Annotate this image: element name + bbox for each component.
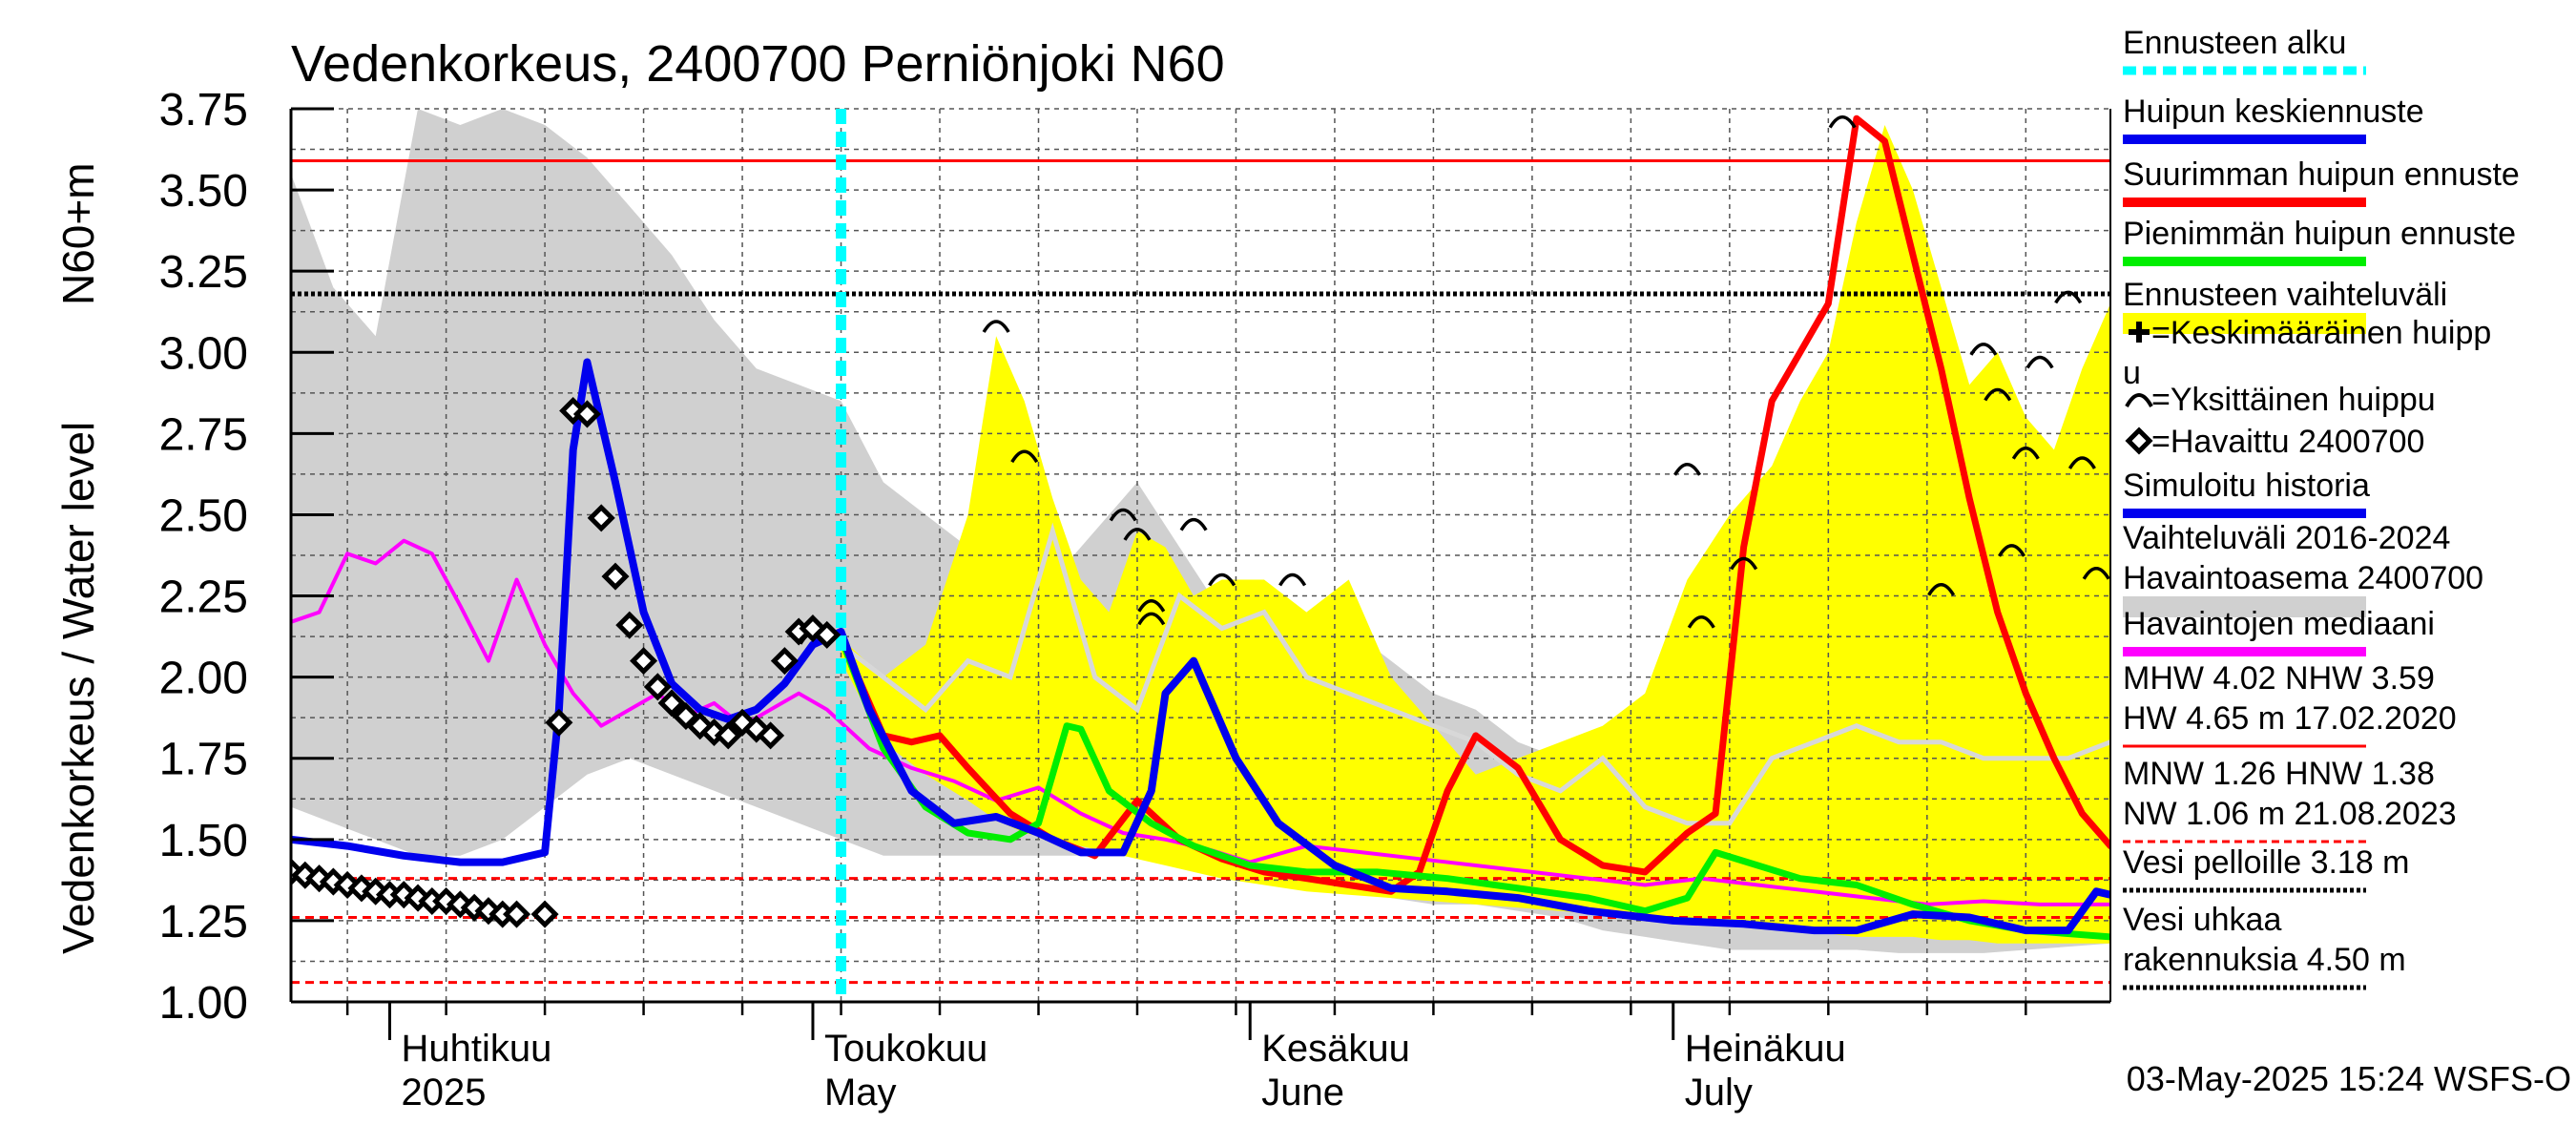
observed-point xyxy=(742,715,771,743)
peak-marker xyxy=(1010,449,1039,464)
peak-marker xyxy=(1984,387,2012,402)
observed-point xyxy=(643,673,672,701)
y-tick-label: 2.25 xyxy=(159,572,248,623)
month-label-en: June xyxy=(1261,1072,1344,1114)
peak-marker xyxy=(1927,583,1956,596)
peak-marker xyxy=(1179,517,1208,531)
observed-point xyxy=(770,647,799,676)
legend-label-2: NW 1.06 m 21.08.2023 xyxy=(2123,796,2457,832)
observed-point xyxy=(545,708,573,737)
month-label: Toukokuu xyxy=(824,1028,987,1070)
legend-swatch xyxy=(2129,322,2150,343)
y-tick-label: 3.75 xyxy=(159,85,248,135)
legend-label: Simuloitu historia xyxy=(2123,468,2370,504)
legend-label: Suurimman huipun ennuste xyxy=(2123,156,2520,193)
peak-marker xyxy=(1137,599,1166,613)
observed-point xyxy=(757,721,785,750)
y-axis-label-secondary: N60+m xyxy=(53,162,103,305)
series-line xyxy=(291,538,2110,906)
observed-point xyxy=(530,900,559,928)
peak-marker xyxy=(982,320,1010,333)
legend-label: =Keskimääräinen huipp xyxy=(2151,315,2491,351)
plot-content xyxy=(291,108,2110,1003)
y-axis-label-primary: Vedenkorkeus / Water level xyxy=(53,422,103,954)
legend-label-2: u xyxy=(2123,355,2141,391)
historical-range-band xyxy=(291,109,2110,953)
observed-point xyxy=(813,620,841,649)
y-tick-label: 1.25 xyxy=(159,897,248,947)
observed-point xyxy=(601,562,630,591)
peak-marker xyxy=(1828,114,1857,129)
legend-label: =Havaittu 2400700 xyxy=(2151,424,2424,460)
observed-point xyxy=(587,504,615,532)
month-label: Heinäkuu xyxy=(1685,1028,1846,1070)
observed-point xyxy=(572,400,601,428)
legend-label: Pienimmän huipun ennuste xyxy=(2123,216,2516,252)
observed-point xyxy=(799,614,827,643)
legend-label: Huipun keskiennuste xyxy=(2123,94,2424,130)
y-tick-label: 3.00 xyxy=(159,328,248,379)
legend-label: Ennusteen vaihteluväli xyxy=(2123,277,2447,313)
peak-marker xyxy=(2067,456,2096,469)
month-label-en: 2025 xyxy=(401,1072,486,1114)
y-tick-label: 3.50 xyxy=(159,166,248,217)
legend-label: Ennusteen alku xyxy=(2123,25,2346,61)
y-tick-label: 1.00 xyxy=(159,978,248,1029)
legend-label-2: HW 4.65 m 17.02.2020 xyxy=(2123,700,2457,737)
y-tick-label: 2.00 xyxy=(159,654,248,704)
legend-label-2: rakennuksia 4.50 m xyxy=(2123,942,2406,978)
month-label: Huhtikuu xyxy=(401,1028,551,1070)
month-label: Kesäkuu xyxy=(1261,1028,1410,1070)
peak-marker xyxy=(1730,556,1758,571)
peak-marker xyxy=(1687,615,1715,629)
peak-marker xyxy=(1998,544,2026,557)
peak-marker xyxy=(1123,528,1152,541)
legend-label: MNW 1.26 HNW 1.38 xyxy=(2123,756,2435,792)
peak-marker xyxy=(1109,508,1137,522)
peak-marker xyxy=(2011,447,2040,460)
observed-point xyxy=(657,689,686,718)
peak-marker xyxy=(1673,463,1702,476)
chart-title: Vedenkorkeus, 2400700 Perniönjoki N60 xyxy=(291,35,1225,93)
y-tick-label: 1.75 xyxy=(159,735,248,785)
y-tick-label: 2.50 xyxy=(159,490,248,541)
series-line xyxy=(291,358,2110,935)
legend-swatch xyxy=(2123,596,2366,617)
month-label-en: July xyxy=(1685,1072,1753,1114)
legend-label-2: Havaintoasema 2400700 xyxy=(2123,560,2483,596)
legend-label: Vesi pelloille 3.18 m xyxy=(2123,844,2410,881)
y-tick-label: 2.75 xyxy=(159,409,248,460)
legend-swatch xyxy=(2125,427,2153,455)
peak-marker xyxy=(1969,343,1998,356)
forecast-range-band xyxy=(841,125,2110,944)
peak-marker xyxy=(2054,290,2083,304)
legend-swatch xyxy=(2125,393,2153,408)
peak-marker xyxy=(1137,612,1166,626)
peak-marker xyxy=(1278,572,1307,587)
legend-label: Havaintojen mediaani xyxy=(2123,606,2435,642)
series-line xyxy=(838,635,2110,941)
legend-label: =Yksittäinen huippu xyxy=(2151,382,2436,418)
y-tick-label: 1.50 xyxy=(159,816,248,866)
plot-area: 1.00 1.25 1.50 1.75 2.00 2.25 2.50 2.75 3.00 3.25… xyxy=(159,85,2111,1114)
peak-marker xyxy=(2082,567,2110,580)
timestamp: 03-May-2025 15:24 WSFS-O xyxy=(2127,1059,2571,1098)
legend-label: MHW 4.02 NHW 3.59 xyxy=(2123,660,2435,697)
legend: Ennusteen alku Huipun keskiennuste Suurimm… xyxy=(2123,25,2520,990)
legend-label: Vesi uhkaa xyxy=(2123,902,2281,938)
legend-label: Vaihteluväli 2016-2024 xyxy=(2123,520,2450,556)
observed-point xyxy=(714,721,742,750)
observed-point xyxy=(630,647,658,676)
legend-swatch xyxy=(2123,313,2366,334)
observed-point xyxy=(615,611,644,639)
y-tick-label: 3.25 xyxy=(159,247,248,298)
peak-marker xyxy=(1208,572,1236,587)
peak-marker xyxy=(2025,355,2054,369)
month-label-en: May xyxy=(824,1072,897,1114)
observed-point xyxy=(502,900,531,928)
